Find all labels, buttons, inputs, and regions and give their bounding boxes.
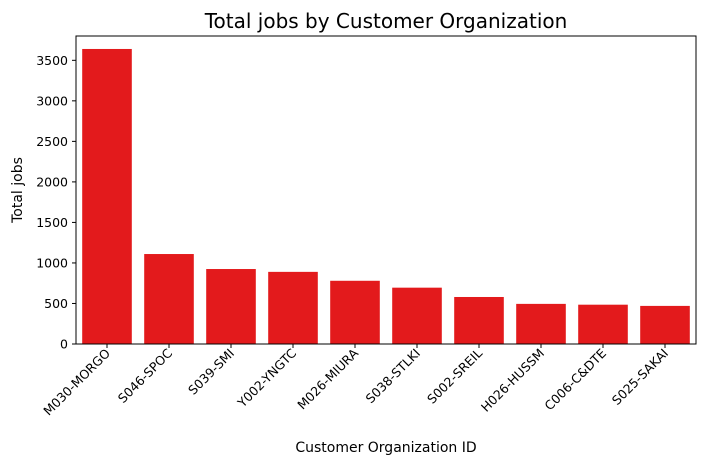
y-tick-label: 0 bbox=[60, 337, 68, 352]
x-tick-label: S039-SMI bbox=[185, 346, 237, 398]
bar-M030-MORGO bbox=[82, 48, 132, 345]
y-tick-label: 2500 bbox=[36, 134, 68, 149]
y-tick-label: 2000 bbox=[36, 174, 68, 189]
chart-title: Total jobs by Customer Organization bbox=[204, 9, 568, 33]
bar-S046-SPOC bbox=[144, 254, 194, 344]
y-tick-label: 500 bbox=[44, 296, 68, 311]
bar-Y002-YNGTC bbox=[268, 271, 318, 344]
x-tick-label: M030-MORGO bbox=[40, 345, 113, 418]
x-tick-label: H026-HUSSM bbox=[478, 346, 547, 415]
bar-S025-SAKAI bbox=[640, 305, 690, 344]
y-tick-label: 3500 bbox=[36, 53, 68, 68]
x-tick-label: C006-C&DTE bbox=[541, 345, 609, 413]
bar-S002-SREIL bbox=[454, 296, 504, 344]
x-tick-label: S038-STLKI bbox=[362, 346, 423, 407]
y-axis-label: Total jobs bbox=[10, 157, 26, 224]
y-tick-label: 1500 bbox=[36, 215, 68, 230]
bar-S039-SMI bbox=[206, 269, 256, 344]
bar-S038-STLKI bbox=[392, 287, 442, 344]
bar-M026-MIURA bbox=[330, 280, 380, 344]
x-tick-label: Y002-YNGTC bbox=[234, 345, 300, 411]
plot-frame bbox=[75, 35, 697, 345]
x-axis: M030-MORGO S046-SPOC S039-SMIY002-YNGTCM02… bbox=[40, 344, 671, 418]
bars-group bbox=[82, 48, 690, 345]
x-tick-label: S046-SPOC bbox=[115, 345, 176, 406]
y-tick-label: 1000 bbox=[36, 255, 68, 270]
y-axis: 0 500 1000 1500 2000 2500 3000 3500 bbox=[36, 53, 76, 352]
x-tick-label: M026-MIURA bbox=[294, 345, 361, 412]
x-tick-label: S025-SAKAI bbox=[609, 346, 671, 408]
y-tick-label: 3000 bbox=[36, 93, 68, 108]
bar-H026-HUSSM bbox=[516, 303, 566, 344]
x-axis-label: Customer Organization ID bbox=[295, 440, 476, 456]
x-tick-label: S002-SREIL bbox=[424, 345, 485, 406]
bar-C006-C&DTE bbox=[578, 304, 628, 344]
